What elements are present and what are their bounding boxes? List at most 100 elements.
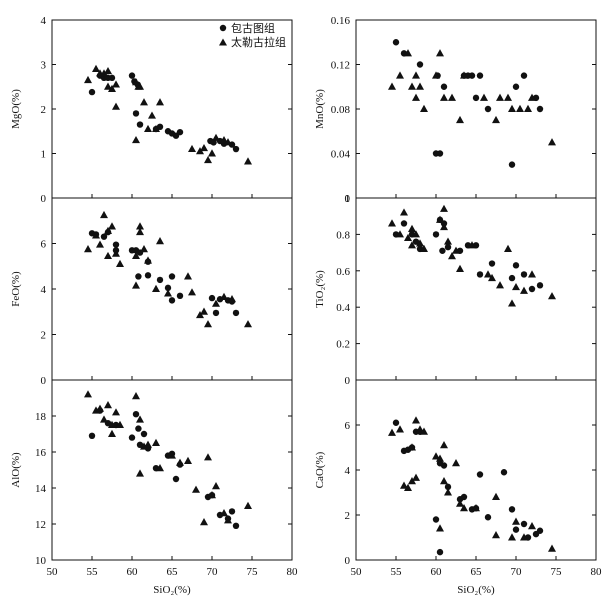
data-point-circle <box>476 271 484 278</box>
data-point-triangle <box>156 464 164 472</box>
data-point-triangle <box>420 244 428 252</box>
data-point-circle <box>128 434 136 441</box>
data-point-triangle <box>472 504 480 512</box>
data-point-circle <box>232 309 240 317</box>
data-point-triangle <box>396 425 404 433</box>
data-point-triangle <box>448 93 456 101</box>
data-point-triangle <box>388 219 396 227</box>
panel-feo: 0 2 4 6 FeO(%) <box>10 197 293 387</box>
y-tick-label: 6 <box>41 239 47 251</box>
data-point-circle <box>136 441 144 448</box>
plot-frame <box>355 379 597 561</box>
data-point-circle <box>212 309 220 317</box>
data-point-triangle <box>208 149 216 157</box>
data-point-triangle <box>136 82 144 90</box>
x-tick-label: 50 <box>47 566 59 578</box>
data-point-triangle <box>512 282 520 291</box>
data-point-triangle <box>152 124 160 133</box>
data-point-circle <box>476 471 484 478</box>
data-point-triangle <box>188 144 196 153</box>
data-point-triangle <box>436 454 444 462</box>
y-tick-label: 3 <box>41 60 47 72</box>
data-point-triangle <box>440 93 448 101</box>
y-tick-label: 0.2 <box>336 339 350 351</box>
data-point-circle <box>88 88 96 96</box>
data-point-triangle <box>548 138 556 146</box>
data-point-triangle <box>440 204 448 212</box>
data-point-triangle <box>244 501 252 509</box>
plot-frame <box>51 197 293 381</box>
legend-marker-triangle <box>219 38 227 46</box>
y-tick-label: 0.4 <box>336 302 350 314</box>
data-point-triangle <box>416 239 424 247</box>
data-point-circle <box>100 233 108 240</box>
plot-frame <box>355 19 597 199</box>
data-point-triangle <box>112 102 120 110</box>
data-point-circle <box>176 128 184 136</box>
y-tick-label: 0 <box>345 555 351 567</box>
data-point-circle <box>108 74 116 82</box>
y-tick-label: 0.16 <box>331 15 351 27</box>
data-point-triangle <box>156 98 164 106</box>
data-point-circle <box>484 105 492 113</box>
data-point-triangle <box>152 284 160 292</box>
data-point-triangle <box>416 82 424 90</box>
data-point-circle <box>128 72 136 79</box>
data-point-triangle <box>200 143 208 152</box>
y-axis-label: CaO(%) <box>314 451 326 488</box>
data-point-circle <box>172 475 180 483</box>
panels-group: 01234MgO(%)00.040.080.120.16MnO(%)0246Fe… <box>10 15 602 596</box>
data-point-triangle <box>104 82 112 90</box>
data-point-circle <box>208 294 216 302</box>
x-tick-label: 55 <box>87 566 99 578</box>
data-point-triangle <box>520 286 528 294</box>
data-point-circle <box>468 72 476 79</box>
data-point-circle <box>520 520 528 528</box>
data-point-circle <box>512 83 520 90</box>
data-point-circle <box>232 522 240 529</box>
data-point-triangle <box>440 477 448 485</box>
x-tick-label: 80 <box>591 566 603 578</box>
data-point-triangle <box>220 292 228 300</box>
x-tick-label: 60 <box>431 566 443 578</box>
data-point-circle <box>136 121 144 128</box>
data-point-circle <box>164 284 172 292</box>
x-axis-label: SiO₂(%) <box>153 584 191 596</box>
data-point-triangle <box>528 270 536 278</box>
data-point-triangle <box>132 251 140 260</box>
data-point-triangle <box>456 499 464 507</box>
data-point-triangle <box>200 307 208 315</box>
data-point-circle <box>536 105 544 113</box>
data-point-triangle <box>108 222 116 230</box>
data-point-triangle <box>484 270 492 278</box>
data-point-triangle <box>100 210 108 219</box>
y-tick-label: 1 <box>345 193 351 205</box>
data-point-triangle <box>84 244 92 253</box>
data-point-triangle <box>388 82 396 90</box>
data-point-triangle <box>488 273 496 282</box>
data-point-triangle <box>548 544 556 552</box>
y-tick-label: 12 <box>35 519 46 531</box>
y-tick-label: 0 <box>41 375 47 387</box>
data-point-circle <box>508 161 516 168</box>
data-point-circle <box>132 110 140 117</box>
y-tick-label: 14 <box>35 483 47 495</box>
data-point-circle <box>140 430 148 438</box>
data-point-circle <box>88 432 96 439</box>
data-point-triangle <box>496 93 504 101</box>
data-point-triangle <box>440 222 448 231</box>
data-point-triangle <box>220 509 228 517</box>
data-point-triangle <box>460 504 468 512</box>
panel-mgo: 0 1 2 3 4 MgO(%) <box>10 15 293 205</box>
panel-cao: 0 2 4 6 50 55 60 65 70 75 80 CaO(%) SiO₂(%) <box>314 379 603 596</box>
y-tick-label: 0.08 <box>331 104 351 116</box>
data-point-triangle <box>104 251 112 260</box>
y-tick-label: 0.04 <box>331 149 351 161</box>
y-tick-label: 2 <box>41 104 47 116</box>
data-point-circle <box>176 292 184 300</box>
data-point-circle <box>112 241 120 248</box>
data-point-triangle <box>168 451 176 459</box>
data-point-triangle <box>460 71 468 79</box>
data-point-triangle <box>412 230 420 238</box>
y-tick-label: 2 <box>345 510 351 522</box>
